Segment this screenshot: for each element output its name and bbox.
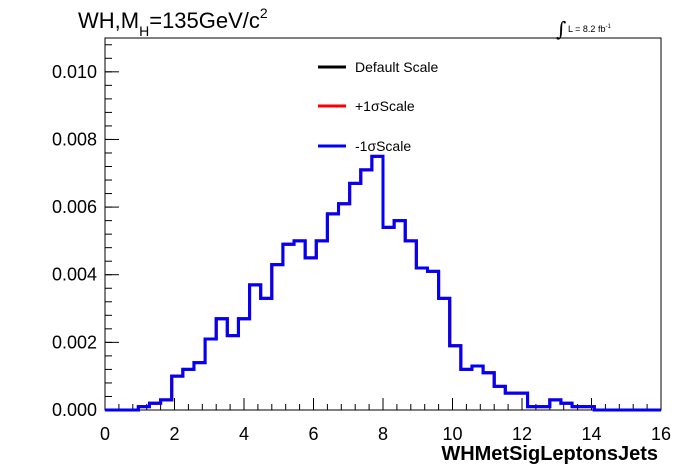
x-tick-label: 16 [651,424,671,444]
chart-title: WH,MH=135GeV/c2 [78,5,268,39]
x-tick-label: 14 [581,424,601,444]
x-tick-label: 4 [239,424,249,444]
luminosity-label: ∫ L = 8.2 fb-1 [556,17,611,41]
x-tick-label: 10 [442,424,462,444]
x-tick-label: 12 [512,424,532,444]
x-tick-label: 0 [100,424,110,444]
legend-label-minus1sigma: -1σScale [355,138,411,154]
integral-sign: ∫ [556,17,566,41]
y-tick-label: 0.002 [52,332,97,352]
y-tick-label: 0.006 [52,197,97,217]
y-tick-label: 0.000 [52,400,97,420]
series-line-2 [105,154,661,412]
legend: Default Scale +1σScale -1σScale [318,59,438,154]
y-tick-label: 0.008 [52,129,97,149]
legend-label-default: Default Scale [355,59,438,75]
x-tick-label: 6 [308,424,318,444]
x-tick-label: 2 [169,424,179,444]
y-tick-label: 0.010 [52,62,97,82]
y-tick-label: 0.004 [52,265,97,285]
x-tick-label: 8 [378,424,388,444]
legend-label-plus1sigma: +1σScale [355,98,415,114]
lumi-text: L = 8.2 fb-1 [568,24,611,34]
series-layer [105,154,661,412]
axes: 0 2 4 6 8 10 12 14 16 0.000 0.002 0.004 0.006 0.008 0.… [52,44,671,444]
x-axis-label: WHMetSigLeptonsJets [441,443,658,465]
